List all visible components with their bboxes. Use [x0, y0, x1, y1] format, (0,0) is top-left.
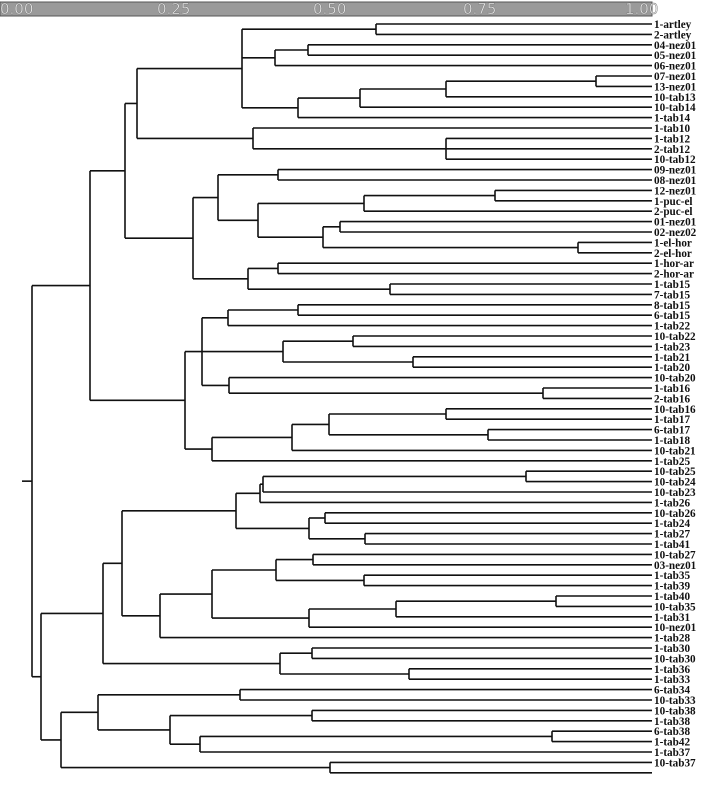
leaf-label: 12-nez01 — [654, 185, 697, 197]
leaf-label: 1-tab42 — [654, 737, 690, 749]
leaf-label: 1-tab37 — [654, 747, 690, 759]
leaf-label: 05-nez01 — [654, 50, 697, 62]
leaf-label: 7-tab15 — [654, 289, 690, 301]
dendrogram-branches — [22, 23, 652, 774]
leaf-label: 10-tab16 — [654, 404, 696, 416]
leaf-label: 1-tab25 — [654, 456, 690, 468]
leaf-label: 08-nez01 — [654, 175, 697, 187]
leaf-label: 1-tab40 — [654, 591, 690, 603]
leaf-label: 1-tab36 — [654, 664, 690, 676]
leaf-label: 1-tab39 — [654, 581, 690, 593]
scale-bar — [0, 1, 653, 17]
leaf-label: 2-tab16 — [654, 393, 690, 405]
leaf-label: 09-nez01 — [654, 165, 697, 177]
scale-tick-label: 0.25 — [157, 0, 190, 18]
leaf-label: 1-tab20 — [654, 362, 690, 374]
leaf-label: 07-nez01 — [654, 71, 697, 83]
leaf-label: 6-tab17 — [654, 425, 690, 437]
leaf-label: 13-nez01 — [654, 81, 697, 93]
leaf-label: 10-tab21 — [654, 445, 696, 457]
leaf-label: 1-artley — [654, 19, 692, 31]
leaf-label: 1-tab23 — [654, 341, 690, 353]
leaf-label: 1-hor-ar — [654, 258, 694, 270]
leaf-label: 2-artley — [654, 29, 692, 41]
leaf-label: 1-tab24 — [654, 518, 690, 530]
leaf-label: 1-tab41 — [654, 539, 690, 551]
leaf-label: 1-tab10 — [654, 123, 690, 135]
leaf-label: 10-tab38 — [654, 705, 696, 717]
leaf-label: 10-tab24 — [654, 477, 696, 489]
leaf-label: 1-tab15 — [654, 279, 690, 291]
leaf-label: 10-tab25 — [654, 466, 696, 478]
leaf-label: 10-tab27 — [654, 549, 696, 561]
leaf-label: 1-tab33 — [654, 674, 690, 686]
leaf-label: 10-tab22 — [654, 331, 696, 343]
scale-tick-label: 0.75 — [463, 0, 496, 18]
leaf-label: 06-nez01 — [654, 61, 697, 73]
scale-tick-label: 1.00 — [625, 0, 658, 18]
leaf-label: 2-hor-ar — [654, 269, 694, 281]
leaf-label: 03-nez01 — [654, 560, 697, 572]
leaf-label: 10-tab33 — [654, 695, 696, 707]
leaf-label: 1-tab16 — [654, 383, 690, 395]
leaf-label: 1-puc-el — [654, 196, 693, 208]
leaf-label: 10-tab14 — [654, 102, 696, 114]
leaf-label: 10-nez01 — [654, 622, 697, 634]
leaf-label: 02-nez02 — [654, 227, 697, 239]
leaf-label: 1-tab31 — [654, 612, 690, 624]
leaf-label: 2-tab12 — [654, 144, 690, 156]
leaf-label: 10-tab13 — [654, 92, 696, 104]
leaf-label: 10-tab23 — [654, 487, 696, 499]
leaf-label: 10-tab26 — [654, 508, 696, 520]
leaf-label: 10-tab35 — [654, 601, 696, 613]
leaf-label: 10-tab12 — [654, 154, 696, 166]
leaf-label: 6-tab15 — [654, 310, 690, 322]
scale-tick-label: 0.00 — [0, 0, 33, 18]
leaf-label: 1-tab12 — [654, 133, 690, 145]
leaf-labels: 1-artley2-artley04-nez0105-nez0106-nez01… — [654, 19, 697, 769]
leaf-label: 1-tab21 — [654, 352, 690, 364]
leaf-label: 10-tab20 — [654, 373, 696, 385]
leaf-label: 2-puc-el — [654, 206, 693, 218]
leaf-label: 1-tab30 — [654, 643, 690, 655]
leaf-label: 6-tab38 — [654, 726, 690, 738]
leaf-label: 10-tab37 — [654, 757, 696, 769]
leaf-label: 1-tab35 — [654, 570, 690, 582]
leaf-label: 2-el-hor — [654, 248, 692, 260]
scale-tick-label: 0.50 — [313, 0, 346, 18]
leaf-label: 1-tab28 — [654, 633, 690, 645]
leaf-label: 1-tab22 — [654, 321, 690, 333]
leaf-label: 8-tab15 — [654, 300, 690, 312]
leaf-label: 1-tab18 — [654, 435, 690, 447]
leaf-label: 1-el-hor — [654, 237, 692, 249]
leaf-label: 1-tab27 — [654, 529, 690, 541]
leaf-label: 04-nez01 — [654, 40, 697, 52]
leaf-label: 1-tab26 — [654, 497, 690, 509]
leaf-label: 10-tab30 — [654, 653, 696, 665]
similarity-scale: 0.00 0.25 0.50 0.75 1.00 — [0, 0, 659, 18]
leaf-label: 01-nez01 — [654, 217, 697, 229]
leaf-label: 1-tab17 — [654, 414, 690, 426]
leaf-label: 6-tab34 — [654, 685, 690, 697]
leaf-label: 1-tab38 — [654, 716, 690, 728]
leaf-label: 1-tab14 — [654, 113, 690, 125]
